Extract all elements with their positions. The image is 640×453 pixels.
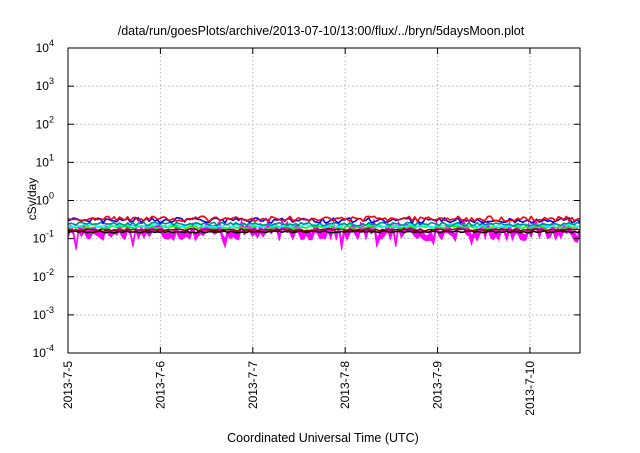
axes: 10-4 10-3 10-2 10-1 100 101 102 103 104 2013-7-5 2… — [33, 38, 580, 416]
y-tick-label: 102 — [36, 114, 54, 131]
x-tick-label: 2013-7-6 — [153, 361, 167, 409]
y-tick-label: 104 — [36, 38, 54, 55]
y-tick-label: 101 — [36, 152, 54, 169]
y-tick-label: 103 — [36, 76, 54, 93]
y-tick-label: 10-4 — [33, 343, 54, 360]
chart-title: /data/run/goesPlots/archive/2013-07-10/1… — [118, 24, 525, 38]
x-tick-label: 2013-7-9 — [431, 361, 445, 409]
series-line — [67, 225, 581, 230]
y-axis-label: cSv/day — [25, 178, 39, 221]
series-line — [67, 215, 581, 223]
y-tick-label: 10-2 — [33, 267, 54, 284]
x-tick-label: 2013-7-10 — [523, 361, 537, 416]
grid — [68, 48, 580, 353]
x-tick-label: 2013-7-7 — [246, 361, 260, 409]
series-line — [67, 221, 581, 227]
x-tick-label: 2013-7-8 — [338, 361, 352, 409]
y-tick-label: 10-3 — [33, 305, 54, 322]
y-tick-label: 10-1 — [33, 229, 54, 246]
x-axis-label: Coordinated Universal Time (UTC) — [227, 431, 419, 445]
series-line — [67, 227, 581, 232]
y-tick-label: 100 — [36, 191, 54, 208]
x-tick-label: 2013-7-5 — [61, 361, 75, 409]
series-line — [67, 230, 581, 234]
